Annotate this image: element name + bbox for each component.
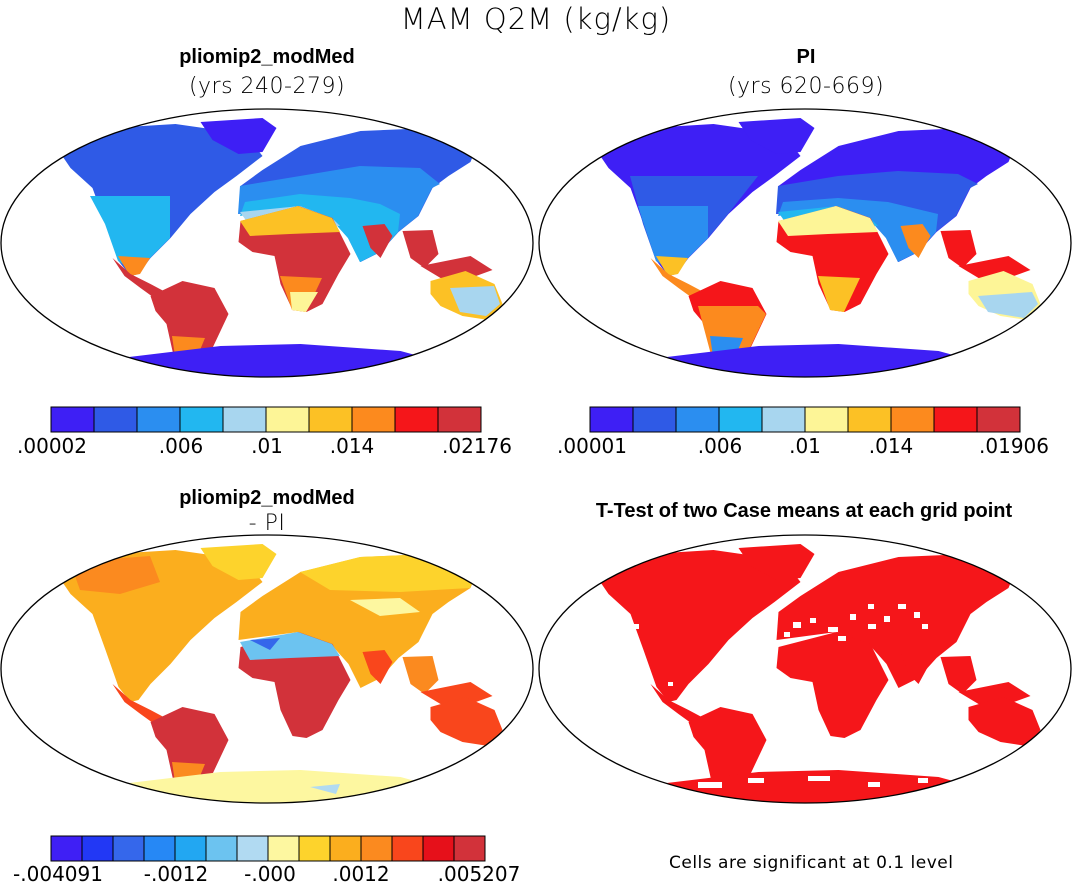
colorbar-tick-label: .006 [697, 434, 743, 458]
colorbar-cell [675, 406, 720, 433]
colorbar-cell [329, 835, 362, 862]
colorbar-cell [143, 835, 176, 862]
colorbar-cell [205, 835, 238, 862]
colorbar-tick-label: .005207 [437, 862, 521, 886]
colorbar-cell [265, 406, 310, 433]
colorbar-tick-label: -.0012 [143, 862, 209, 886]
colorbar-cell [236, 835, 269, 862]
colorbar-tick-label: .01 [251, 434, 283, 458]
colorbar-cell [890, 406, 935, 433]
panel-title-bottom-right: T-Test of two Case means at each grid po… [595, 500, 1013, 522]
colorbar-cell [179, 406, 224, 433]
colorbar-cell [804, 406, 849, 433]
figure-title: MAM Q2M (kg/kg) [400, 2, 672, 36]
colorbar-cell [81, 835, 114, 862]
colorbar-tick-label: .00001 [557, 434, 627, 458]
colorbar-cell [761, 406, 806, 433]
colorbar-cell [50, 406, 95, 433]
colorbar-cell [589, 406, 634, 433]
panel-title-top-left: pliomip2_modMed [179, 46, 355, 68]
significance-note: Cells are significant at 0.1 level [669, 853, 954, 873]
colorbar-cell [136, 406, 181, 433]
colorbar-tick-label: -.000 [244, 862, 296, 886]
colorbar-cell [93, 406, 138, 433]
colorbar-tick-label: .01 [789, 434, 821, 458]
colorbar-tick-label: -.004091 [13, 862, 103, 886]
colorbar-tick-label: .02176 [442, 434, 512, 458]
colorbar-cell [360, 835, 393, 862]
panel-subtitle-top-right: (yrs 620-669) [727, 74, 885, 99]
panel-subtitle-top-left: (yrs 240-279) [188, 74, 346, 99]
colorbar-cell [976, 406, 1021, 433]
colorbar-top-left [50, 406, 482, 433]
colorbar-cell [933, 406, 978, 433]
map-top-left [0, 108, 534, 378]
panel-subtitle-bottom-left: - PI [248, 511, 286, 536]
colorbar-cell [298, 835, 331, 862]
colorbar-cell [453, 835, 486, 862]
map-top-right [538, 108, 1072, 378]
colorbar-cell [391, 835, 424, 862]
colorbar-cell [174, 835, 207, 862]
panel-title-bottom-left: pliomip2_modMed [179, 487, 355, 509]
colorbar-tick-label: .014 [868, 434, 914, 458]
colorbar-cell [632, 406, 677, 433]
colorbar-cell [50, 835, 83, 862]
colorbar-tick-label: .01906 [979, 434, 1049, 458]
colorbar-bottom-left [50, 835, 486, 862]
colorbar-cell [267, 835, 300, 862]
map-bottom-right [538, 534, 1072, 804]
colorbar-cell [222, 406, 267, 433]
colorbar-cell [308, 406, 353, 433]
colorbar-cell [718, 406, 763, 433]
map-bottom-left [0, 534, 534, 804]
colorbar-cell [847, 406, 892, 433]
colorbar-cell [437, 406, 482, 433]
colorbar-tick-label: .00002 [17, 434, 87, 458]
colorbar-cell [351, 406, 396, 433]
panel-title-top-right: PI [796, 46, 816, 68]
colorbar-tick-label: .014 [329, 434, 375, 458]
colorbar-top-right [589, 406, 1021, 433]
colorbar-tick-label: .006 [158, 434, 204, 458]
colorbar-cell [112, 835, 145, 862]
colorbar-tick-label: .0012 [332, 862, 390, 886]
colorbar-cell [394, 406, 439, 433]
colorbar-cell [422, 835, 455, 862]
